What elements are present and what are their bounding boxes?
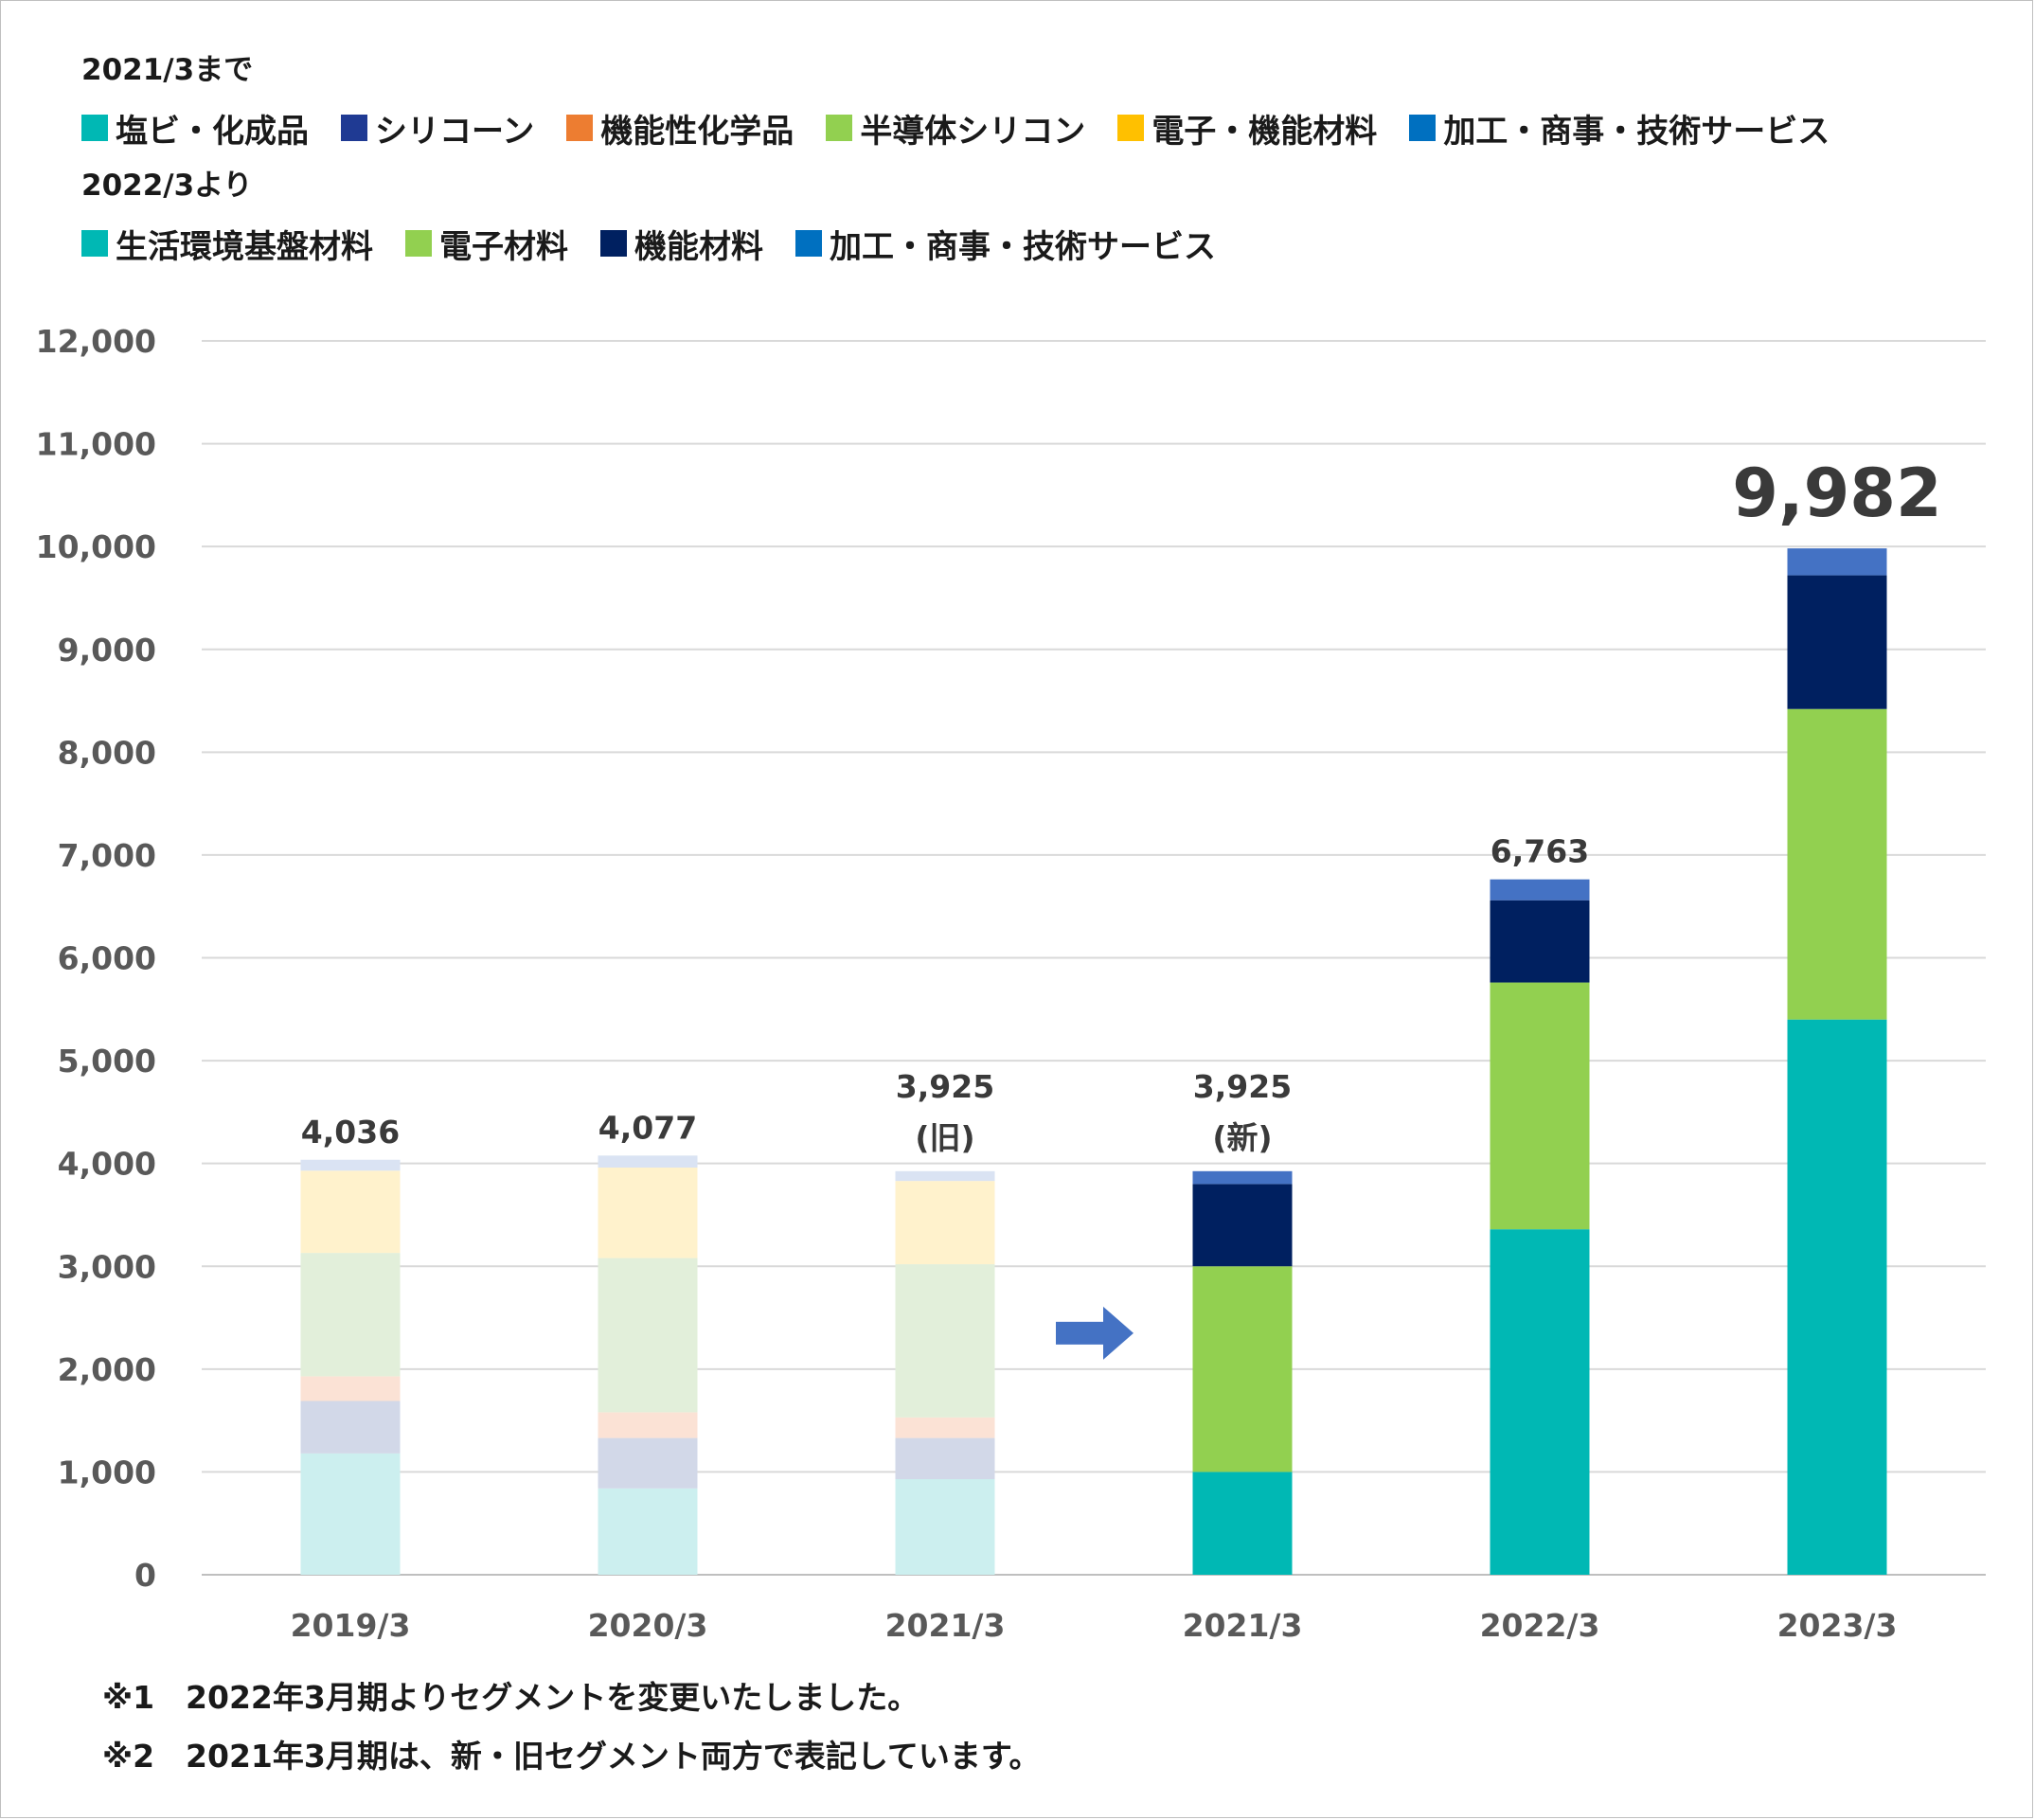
y-tick-label: 1,000: [58, 1454, 156, 1490]
legend-swatch: [795, 230, 822, 257]
legend-item-functional-chemicals: 機能性化学品: [566, 105, 794, 152]
bar-segment: [1192, 1170, 1293, 1185]
legend-new-row: 生活環境基盤材料 電子材料 機能材料 加工・商事・技術サービス: [81, 206, 1862, 280]
legend-item-infrastructure-materials: 生活環境基盤材料: [81, 221, 373, 267]
bar-segment: [895, 1479, 995, 1575]
bar-segment: [1192, 1472, 1293, 1575]
legend-swatch: [600, 230, 627, 257]
x-tick-label: 2021/3: [1183, 1607, 1303, 1644]
legend-item-silicone: シリコーン: [341, 105, 534, 152]
x-tick-label: 2020/3: [588, 1607, 708, 1644]
legend-swatch: [405, 230, 432, 257]
total-label: 4,077: [598, 1109, 697, 1146]
legend-swatch: [341, 115, 367, 141]
legend-label: 電子・機能材料: [1151, 112, 1378, 151]
x-tick-label: 2019/3: [291, 1607, 411, 1644]
legend-item-processing-trading-old: 加工・商事・技術サービス: [1409, 105, 1830, 152]
legend-old-row: 塩ビ・化成品 シリコーン 機能性化学品 半導体シリコン 電子・機能材料 加工・商…: [81, 91, 1862, 165]
bar-segment: [1490, 1229, 1590, 1575]
legend-label: 機能材料: [634, 227, 763, 266]
y-tick-label: 7,000: [58, 837, 156, 874]
bar-segment: [300, 1401, 401, 1454]
bar-segment: [300, 1170, 401, 1254]
bar-segment: [895, 1170, 995, 1182]
bar-segment: [598, 1258, 698, 1413]
y-tick-label: 0: [134, 1557, 156, 1594]
bar-segment: [598, 1168, 698, 1258]
legend-swatch: [81, 230, 108, 257]
x-tick-label: 2021/3: [885, 1607, 1006, 1644]
bar-segment: [1192, 1184, 1293, 1267]
x-tick-label: 2023/3: [1777, 1607, 1898, 1644]
legend-swatch: [826, 115, 853, 141]
total-label: 3,925: [1193, 1068, 1292, 1105]
bar-segment: [895, 1417, 995, 1438]
legend-item-semiconductor-silicon: 半導体シリコン: [826, 105, 1085, 152]
legend-swatch: [81, 115, 108, 141]
legend-item-electronic-functional-materials: 電子・機能材料: [1117, 105, 1377, 152]
total-label: 3,925: [896, 1068, 994, 1105]
legend-label: 塩ビ・化成品: [116, 112, 309, 151]
y-tick-label: 6,000: [58, 940, 156, 977]
bar-segment: [1787, 1019, 1887, 1575]
right-arrow-icon: [1056, 1306, 1134, 1360]
legend-label: 加工・商事・技術サービス: [830, 227, 1216, 266]
y-tick-label: 9,000: [58, 632, 156, 669]
legend-item-functional-materials: 機能材料: [600, 221, 763, 267]
legend-old-heading: 2021/3まで: [81, 53, 254, 87]
bar-segment: [598, 1437, 698, 1489]
bar-segment: [300, 1376, 401, 1401]
bar-segment: [895, 1181, 995, 1265]
legend-label: シリコーン: [375, 112, 535, 151]
footnote-2: ※2 2021年3月期は、新・旧セグメント両方で表記しています。: [102, 1738, 1041, 1775]
y-tick-label: 5,000: [58, 1043, 156, 1080]
y-tick-label: 3,000: [58, 1248, 156, 1285]
legend-label: 機能性化学品: [600, 112, 794, 151]
bar-segment: [300, 1453, 401, 1575]
bar-segment: [1787, 548, 1887, 576]
bar-segment: [1490, 900, 1590, 983]
legend-swatch: [566, 115, 594, 141]
bar-segment: [598, 1155, 698, 1169]
legend-swatch: [1409, 115, 1437, 141]
footnotes: ※1 2022年3月期よりセグメントを変更いたしました。 ※2 2021年3月期…: [102, 1668, 1041, 1786]
legend-label: 半導体シリコン: [860, 112, 1086, 151]
bar-segment: [1192, 1266, 1293, 1472]
bar-segment: [1490, 879, 1590, 901]
legend-new-heading: 2022/3より: [81, 169, 253, 203]
total-sublabel: (新): [1212, 1119, 1272, 1156]
bar-segment: [1490, 982, 1590, 1230]
bar-segment: [1787, 708, 1887, 1020]
y-tick-label: 10,000: [36, 528, 156, 565]
legend-label: 生活環境基盤材料: [116, 227, 373, 266]
legend: 2021/3まで 塩ビ・化成品 シリコーン 機能性化学品 半導体シリコン 電子・…: [81, 49, 1862, 280]
bar-segment: [895, 1264, 995, 1418]
y-tick-label: 2,000: [58, 1351, 156, 1388]
legend-swatch: [1117, 115, 1145, 141]
bar-segment: [895, 1437, 995, 1480]
legend-label: 加工・商事・技術サービス: [1443, 112, 1830, 151]
legend-item-polyvinyl: 塩ビ・化成品: [81, 105, 309, 152]
y-tick-label: 12,000: [36, 323, 156, 360]
total-label: 4,036: [301, 1114, 400, 1151]
y-tick-label: 4,000: [58, 1146, 156, 1183]
x-tick-label: 2022/3: [1480, 1607, 1600, 1644]
footnote-1: ※1 2022年3月期よりセグメントを変更いたしました。: [102, 1679, 919, 1716]
y-tick-label: 11,000: [36, 426, 156, 463]
bar-segment: [300, 1159, 401, 1171]
bar-segment: [1787, 575, 1887, 709]
bar-segment: [598, 1412, 698, 1438]
y-tick-label: 8,000: [58, 734, 156, 771]
total-label: 6,763: [1491, 833, 1589, 870]
total-sublabel: (旧): [915, 1119, 974, 1156]
legend-item-electronic-materials: 電子材料: [405, 221, 568, 267]
legend-item-processing-trading-new: 加工・商事・技術サービス: [795, 221, 1216, 267]
bar-segment: [300, 1253, 401, 1377]
legend-label: 電子材料: [439, 227, 568, 266]
bar-segment: [598, 1488, 698, 1575]
total-label-highlight: 9,982: [1732, 455, 1941, 532]
